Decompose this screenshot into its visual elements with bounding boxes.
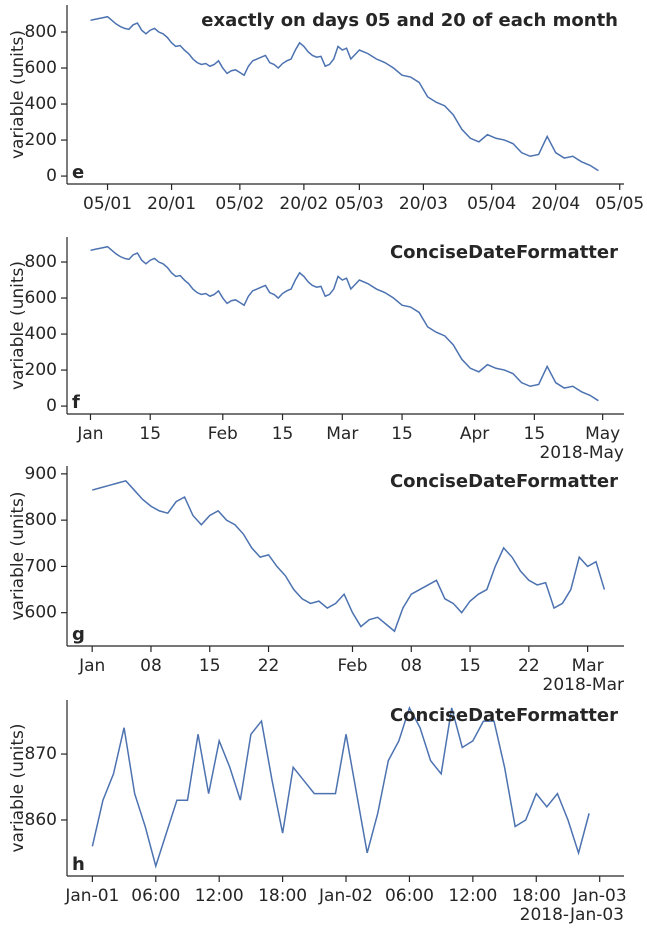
data-line [91,705,590,869]
x-tick-label: 18:00 [512,886,561,906]
x-tick-label: 05/05 [595,194,644,214]
data-line [90,15,599,172]
offset-label: 2018-Mar [543,675,624,695]
panel-title: ConciseDateFormatter [390,471,618,492]
x-tick-label: May [585,424,620,444]
panel-title: ConciseDateFormatter [390,705,618,726]
x-tick-label: 15 [199,656,221,676]
x-tick-label: 20/04 [531,194,580,214]
panel-label: g [72,624,85,645]
data-line [90,245,599,402]
offset-label: 2018-May [539,443,624,463]
y-tick-label: 860 [25,810,57,830]
x-tick-label: 15 [272,424,294,444]
y-tick-label: 200 [25,130,57,150]
panel-label: e [72,162,84,183]
panel-title: exactly on days 05 and 20 of each month [201,10,618,31]
offset-label: 2018-Jan-03 [520,905,624,925]
panel-label: f [72,392,80,413]
y-tick-label: 0 [46,166,57,186]
y-tick-label: 600 [25,603,57,623]
y-tick-label: 700 [25,556,57,576]
x-tick-label: 05/04 [467,194,516,214]
x-tick-label: 08 [140,656,162,676]
x-tick-label: Mar [326,424,358,444]
y-axis-label: variable (units) [8,723,28,852]
x-tick-label: 15 [139,424,161,444]
x-tick-label: 06:00 [385,886,434,906]
y-axis-label: variable (units) [8,261,28,390]
panel-label: h [72,854,85,875]
x-tick-label: 06:00 [131,886,180,906]
x-tick-label: 22 [258,656,280,676]
x-tick-label: Mar [572,656,604,676]
x-tick-label: 05/01 [83,194,132,214]
y-tick-label: 600 [25,288,57,308]
x-tick-label: Apr [460,424,489,444]
y-tick-label: 400 [25,324,57,344]
y-tick-label: 0 [46,396,57,416]
x-tick-label: Jan-01 [64,886,119,906]
y-tick-label: 900 [25,464,57,484]
x-tick-label: 12:00 [448,886,497,906]
y-axis-label: variable (units) [8,30,28,159]
x-tick-label: Feb [337,656,367,676]
x-tick-label: 05/02 [215,194,264,214]
y-tick-label: 400 [25,94,57,114]
x-tick-label: 05/03 [335,194,384,214]
x-tick-label: 15 [459,656,481,676]
y-tick-label: 870 [25,744,57,764]
y-tick-label: 200 [25,360,57,380]
x-tick-label: 22 [518,656,540,676]
y-tick-label: 800 [25,510,57,530]
y-tick-label: 600 [25,58,57,78]
x-tick-label: 15 [524,424,546,444]
y-axis-label: variable (units) [8,491,28,620]
x-tick-label: Jan-02 [318,886,373,906]
x-tick-label: 20/01 [147,194,196,214]
x-tick-label: Jan [76,424,103,444]
x-tick-label: 08 [400,656,422,676]
x-tick-label: Feb [208,424,238,444]
x-tick-label: 20/02 [279,194,328,214]
x-tick-label: 18:00 [258,886,307,906]
panel-title: ConciseDateFormatter [390,242,618,263]
x-tick-label: Jan-03 [572,886,627,906]
x-tick-label: 12:00 [195,886,244,906]
y-tick-label: 800 [25,22,57,42]
x-tick-label: 20/03 [399,194,448,214]
data-line [91,479,606,633]
y-tick-label: 800 [25,252,57,272]
x-tick-label: 15 [391,424,413,444]
x-tick-label: Jan [78,656,105,676]
